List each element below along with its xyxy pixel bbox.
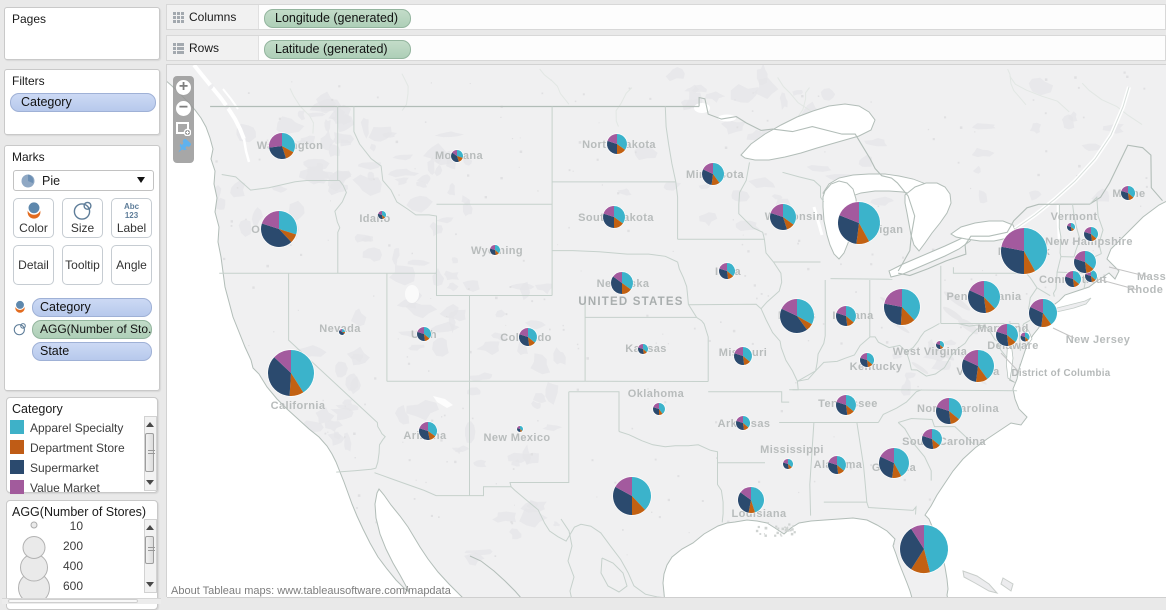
svg-text:About Tableau maps: www.tablea: About Tableau maps: www.tableausoftware.… — [171, 585, 452, 597]
svg-text:Massachusetts: Massachusetts — [1137, 271, 1166, 283]
svg-text:California: California — [271, 400, 326, 412]
svg-text:Oklahoma: Oklahoma — [628, 388, 685, 400]
svg-text:Kentucky: Kentucky — [850, 361, 903, 373]
svg-text:West Virginia: West Virginia — [893, 346, 968, 358]
svg-text:Rhode Island: Rhode Island — [1127, 284, 1166, 296]
svg-text:New Mexico: New Mexico — [484, 432, 551, 444]
svg-text:New Hampshire: New Hampshire — [1045, 236, 1133, 248]
svg-text:District of Columbia: District of Columbia — [1011, 368, 1110, 379]
svg-text:South Carolina: South Carolina — [902, 436, 986, 448]
svg-text:Vermont: Vermont — [1051, 211, 1098, 223]
svg-text:New Jersey: New Jersey — [1066, 334, 1131, 346]
svg-text:Mississippi: Mississippi — [760, 444, 824, 456]
svg-text:UNITED STATES: UNITED STATES — [578, 296, 683, 308]
